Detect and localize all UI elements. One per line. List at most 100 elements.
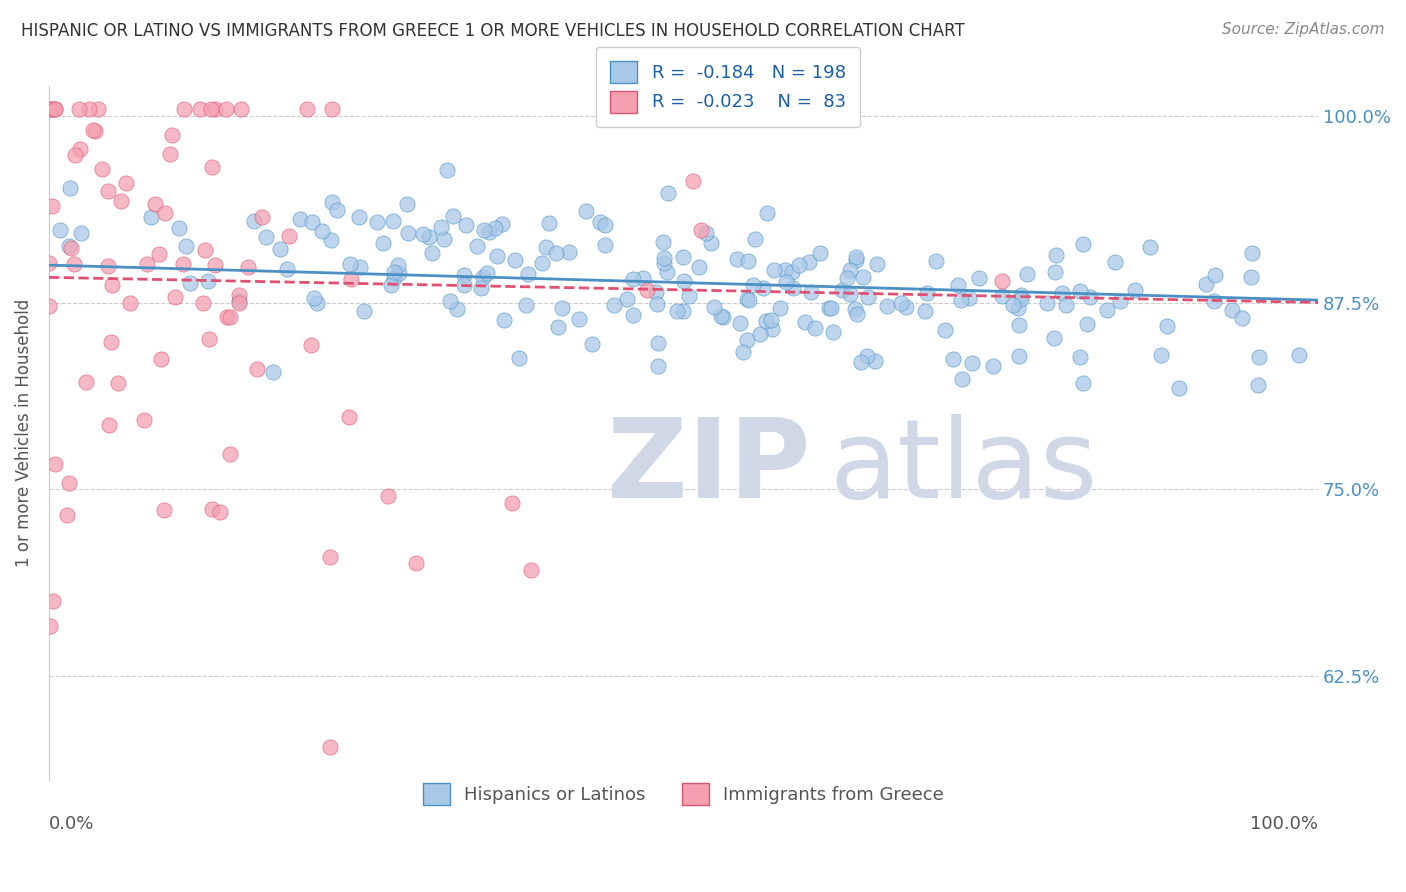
Point — [1247, 350, 1270, 364]
Point — [755, 206, 778, 220]
Point — [67, 102, 90, 116]
Point — [321, 233, 343, 247]
Point — [159, 147, 181, 161]
Point — [621, 271, 644, 285]
Point — [1043, 265, 1066, 279]
Point — [821, 325, 844, 339]
Point — [793, 315, 815, 329]
Point — [769, 301, 792, 315]
Point — [616, 293, 638, 307]
Point — [763, 263, 786, 277]
Point — [1247, 377, 1270, 392]
Point — [1095, 302, 1118, 317]
Point — [319, 550, 342, 565]
Point — [305, 295, 328, 310]
Point — [699, 236, 721, 251]
Point — [858, 290, 880, 304]
Point — [737, 254, 759, 268]
Point — [56, 508, 79, 522]
Point — [204, 258, 226, 272]
Point — [60, 241, 83, 255]
Point — [63, 148, 86, 162]
Point — [62, 257, 84, 271]
Point — [467, 238, 489, 252]
Point — [804, 321, 827, 335]
Point — [593, 237, 616, 252]
Point — [744, 232, 766, 246]
Point — [520, 563, 543, 577]
Point — [508, 351, 530, 365]
Point — [934, 323, 956, 337]
Point — [160, 128, 183, 143]
Point — [167, 221, 190, 235]
Point — [730, 316, 752, 330]
Point — [1043, 331, 1066, 345]
Point — [339, 271, 361, 285]
Point — [319, 739, 342, 754]
Point — [148, 247, 170, 261]
Point — [568, 311, 591, 326]
Point — [107, 376, 129, 391]
Point — [990, 274, 1012, 288]
Text: ZIP: ZIP — [607, 415, 811, 522]
Point — [1240, 246, 1263, 260]
Point — [90, 162, 112, 177]
Text: 0.0%: 0.0% — [49, 814, 94, 833]
Point — [219, 310, 242, 324]
Point — [839, 287, 862, 301]
Point — [84, 123, 107, 137]
Point — [652, 256, 675, 270]
Point — [349, 260, 371, 275]
Point — [924, 254, 946, 268]
Point — [710, 309, 733, 323]
Point — [695, 226, 717, 240]
Point — [209, 505, 232, 519]
Point — [243, 214, 266, 228]
Point — [484, 221, 506, 235]
Point — [1240, 269, 1263, 284]
Point — [58, 475, 80, 490]
Point — [58, 239, 80, 253]
Point — [536, 240, 558, 254]
Point — [1078, 290, 1101, 304]
Point — [59, 180, 82, 194]
Point — [1125, 283, 1147, 297]
Point — [38, 102, 60, 116]
Point — [703, 301, 725, 315]
Point — [382, 270, 405, 285]
Point — [1001, 298, 1024, 312]
Point — [688, 260, 710, 274]
Point — [321, 102, 343, 116]
Point — [278, 229, 301, 244]
Point — [787, 258, 810, 272]
Point — [711, 310, 734, 324]
Point — [486, 249, 509, 263]
Point — [1168, 381, 1191, 395]
Point — [97, 184, 120, 198]
Point — [197, 274, 219, 288]
Point — [288, 212, 311, 227]
Point — [725, 252, 748, 266]
Point — [761, 312, 783, 326]
Point — [38, 619, 60, 633]
Point — [110, 194, 132, 209]
Point — [412, 227, 434, 241]
Point — [429, 219, 451, 234]
Point — [665, 304, 688, 318]
Point — [1007, 301, 1029, 315]
Point — [200, 102, 222, 116]
Point — [531, 256, 554, 270]
Point — [387, 258, 409, 272]
Point — [48, 223, 70, 237]
Text: HISPANIC OR LATINO VS IMMIGRANTS FROM GREECE 1 OR MORE VEHICLES IN HOUSEHOLD COR: HISPANIC OR LATINO VS IMMIGRANTS FROM GR… — [21, 22, 965, 40]
Point — [890, 296, 912, 310]
Point — [204, 102, 226, 116]
Point — [382, 213, 405, 227]
Point — [276, 261, 298, 276]
Point — [845, 251, 868, 265]
Point — [780, 265, 803, 279]
Point — [44, 457, 66, 471]
Point — [75, 375, 97, 389]
Point — [1008, 349, 1031, 363]
Point — [44, 102, 66, 116]
